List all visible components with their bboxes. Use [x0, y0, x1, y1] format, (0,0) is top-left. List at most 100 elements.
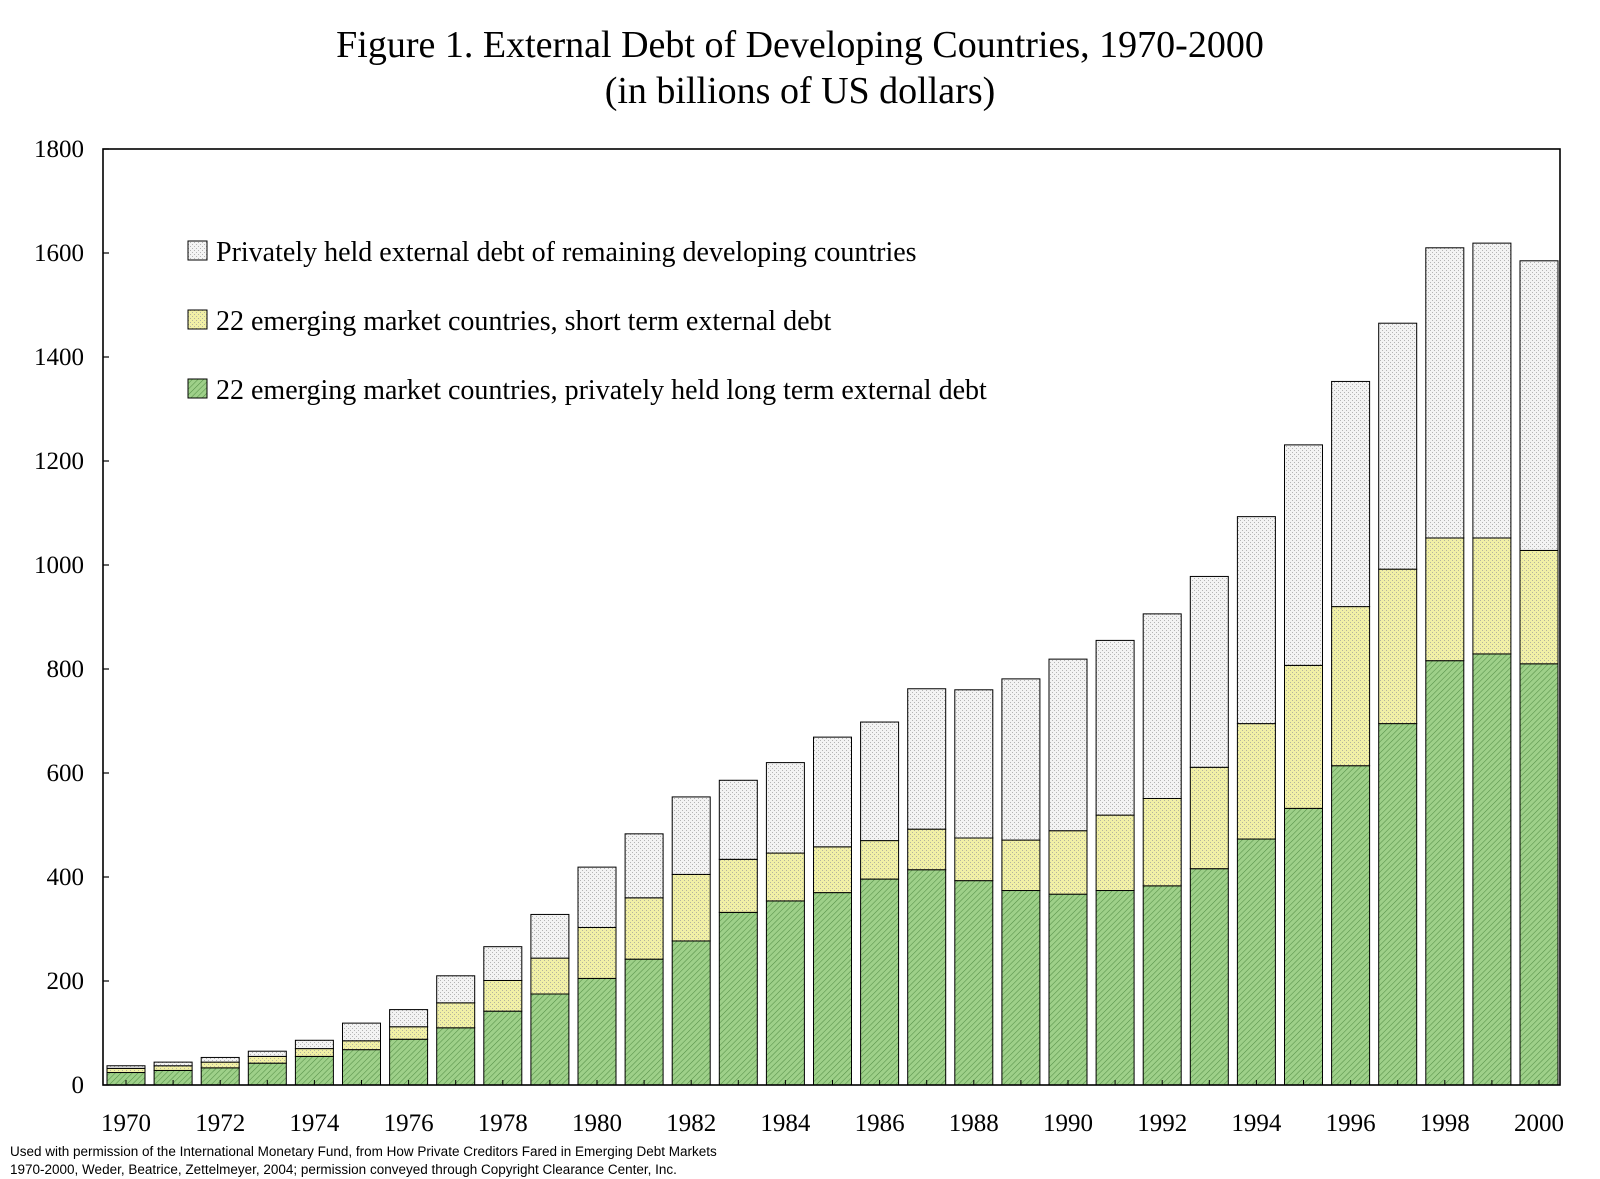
footer-line1: Used with permission of the Internationa…: [10, 1144, 717, 1159]
bar-long-term-1994: [1236, 838, 1276, 1086]
bar-stack-1985: [813, 736, 852, 1086]
bar-short-term-1973: [247, 1055, 287, 1064]
bar-short-term-1998: [1425, 537, 1465, 662]
bar-remaining-1996: [1331, 380, 1371, 608]
legend-label: 22 emerging market countries, privately …: [216, 375, 987, 406]
x-tick-label: 2000: [1514, 1110, 1564, 1137]
bar-short-term-1974: [294, 1048, 334, 1057]
bar-long-term-1983: [718, 911, 758, 1086]
bar-long-term-1984: [765, 900, 805, 1086]
x-tick-label: 1996: [1326, 1110, 1376, 1137]
bar-short-term-1981: [624, 897, 664, 960]
y-tick-label: 400: [47, 864, 85, 891]
x-axis: 1970 1972 1974 1976 1978 1980 1982 1984 1986 1988…: [101, 1080, 1564, 1137]
bar-stack-1995: [1284, 444, 1323, 1086]
x-tick-label: 1974: [289, 1110, 340, 1137]
bar-remaining-1998: [1425, 247, 1465, 539]
bar-stack-1984: [765, 762, 805, 1086]
chart-title-line2: (in billions of US dollars): [604, 70, 996, 112]
bar-long-term-1997: [1378, 723, 1418, 1086]
bar-stack-1989: [1001, 678, 1041, 1086]
bar-long-term-1999: [1472, 653, 1512, 1086]
x-tick-label: 1972: [195, 1110, 245, 1137]
bar-stack-1980: [577, 866, 617, 1086]
y-tick-label: 1000: [34, 552, 84, 579]
x-tick-label: 1982: [666, 1110, 716, 1137]
y-axis: 0 200 400 600 800 1000 1200 1400 1600 1800: [34, 136, 109, 1099]
bar-short-term-1980: [577, 926, 617, 979]
bar-stack-1988: [954, 689, 994, 1086]
bar-stack-1987: [907, 688, 947, 1086]
bar-remaining-1977: [436, 975, 476, 1004]
bar-short-term-1982: [671, 873, 711, 942]
bar-short-term-1992: [1142, 797, 1182, 887]
bar-long-term-1995: [1284, 807, 1323, 1086]
bar-stack-1996: [1331, 380, 1371, 1086]
bar-long-term-1982: [671, 940, 711, 1086]
bar-remaining-1995: [1284, 444, 1323, 666]
x-tick-label: 1994: [1231, 1110, 1282, 1137]
x-tick-label: 1976: [384, 1110, 434, 1137]
x-tick-label: 1970: [101, 1110, 151, 1137]
bar-remaining-1983: [718, 779, 758, 860]
bar-remaining-1989: [1001, 678, 1041, 841]
x-tick-label: 1990: [1043, 1110, 1093, 1137]
bar-long-term-1986: [860, 878, 900, 1086]
bar-short-term-1991: [1095, 814, 1135, 892]
bar-remaining-1979: [530, 913, 570, 959]
bar-short-term-1971: [153, 1065, 193, 1071]
bar-long-term-1979: [530, 993, 570, 1086]
bar-short-term-1994: [1236, 723, 1276, 840]
bar-remaining-1997: [1378, 322, 1418, 570]
bar-remaining-1985: [813, 736, 852, 848]
bar-remaining-1982: [671, 796, 711, 875]
y-tick-label: 200: [47, 968, 85, 995]
bar-long-term-1990: [1048, 893, 1088, 1086]
bar-short-term-2000: [1519, 549, 1559, 665]
bar-long-term-1975: [342, 1049, 381, 1086]
bar-short-term-1989: [1001, 839, 1041, 892]
bar-remaining-1999: [1472, 242, 1512, 539]
bar-remaining-1978: [483, 946, 523, 981]
bar-stack-1986: [860, 721, 900, 1086]
bar-short-term-1979: [530, 957, 570, 995]
y-tick-label: 800: [47, 656, 85, 683]
x-tick-label: 1992: [1137, 1110, 1187, 1137]
legend-label: Privately held external debt of remainin…: [216, 237, 917, 268]
chart-title: Figure 1. External Debt of Developing Co…: [0, 22, 1600, 114]
bar-long-term-1981: [624, 958, 664, 1086]
y-tick-label: 1400: [34, 344, 84, 371]
legend: Privately held external debt of remainin…: [187, 237, 987, 406]
bar-remaining-1991: [1095, 639, 1135, 816]
bar-stack-1971: [153, 1061, 193, 1086]
bar-long-term-1976: [389, 1038, 429, 1086]
bar-remaining-2000: [1519, 260, 1559, 551]
bar-short-term-1997: [1378, 568, 1418, 725]
bar-stack-1997: [1378, 322, 1418, 1086]
bar-stack-1993: [1189, 575, 1229, 1086]
bar-long-term-1993: [1189, 868, 1229, 1086]
bar-stack-1982: [671, 796, 711, 1086]
x-tick-label: 1980: [572, 1110, 622, 1137]
bar-short-term-1985: [813, 846, 852, 894]
footer-line2: 1970-2000, Weder, Beatrice, Zettelmeyer,…: [10, 1162, 677, 1177]
bar-remaining-1976: [389, 1009, 429, 1028]
bar-long-term-1996: [1331, 765, 1371, 1086]
bar-stack-1977: [436, 975, 476, 1086]
y-tick-label: 0: [72, 1072, 85, 1099]
bar-long-term-1985: [813, 892, 852, 1086]
bar-long-term-1977: [436, 1027, 476, 1086]
bar-stack-1978: [483, 946, 523, 1086]
bar-short-term-1978: [483, 979, 523, 1012]
plot-frame: [102, 148, 1561, 1086]
bar-stack-1976: [389, 1009, 429, 1086]
bar-remaining-1971: [153, 1061, 193, 1067]
bar-remaining-1984: [765, 762, 805, 854]
bar-remaining-1973: [247, 1050, 287, 1057]
bar-remaining-1988: [954, 689, 994, 839]
bar-long-term-1987: [907, 869, 947, 1086]
legend-swatch-short-term: [187, 309, 208, 330]
bar-stack-1983: [718, 779, 758, 1086]
bar-short-term-1970: [106, 1067, 146, 1074]
